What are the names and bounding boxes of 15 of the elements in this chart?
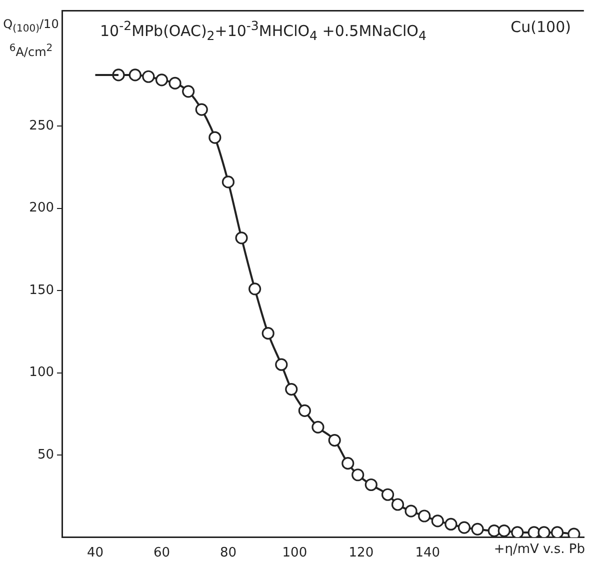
- x-tick-label: 80: [220, 546, 236, 561]
- annotation: Cu(100): [510, 18, 571, 36]
- x-tick-label: 60: [153, 546, 170, 561]
- y-tick-label: 250: [29, 118, 54, 134]
- x-axis-title: +η/mV v.s. Pb: [494, 542, 585, 557]
- y-tick-label: 200: [29, 200, 54, 216]
- x-tick-label: 100: [282, 546, 308, 561]
- x-tick-label: 40: [86, 546, 104, 561]
- y-tick-label: 100: [29, 365, 54, 380]
- y-tick-label: 50: [37, 447, 54, 462]
- text: Q$_{(100)}$/10$^{6}$A/cm$^{2}$: [3, 17, 59, 60]
- y-tick-label: 150: [29, 282, 54, 298]
- x-tick-label: 120: [348, 546, 374, 561]
- x-tick-label: 140: [415, 546, 440, 561]
- chart-title: 10$^{-2}$MPb(OAC)$_{2}$+10$^{-3}$MHClO$_{4}$ +0.5MNaClO$_{4}$: [100, 18, 426, 43]
